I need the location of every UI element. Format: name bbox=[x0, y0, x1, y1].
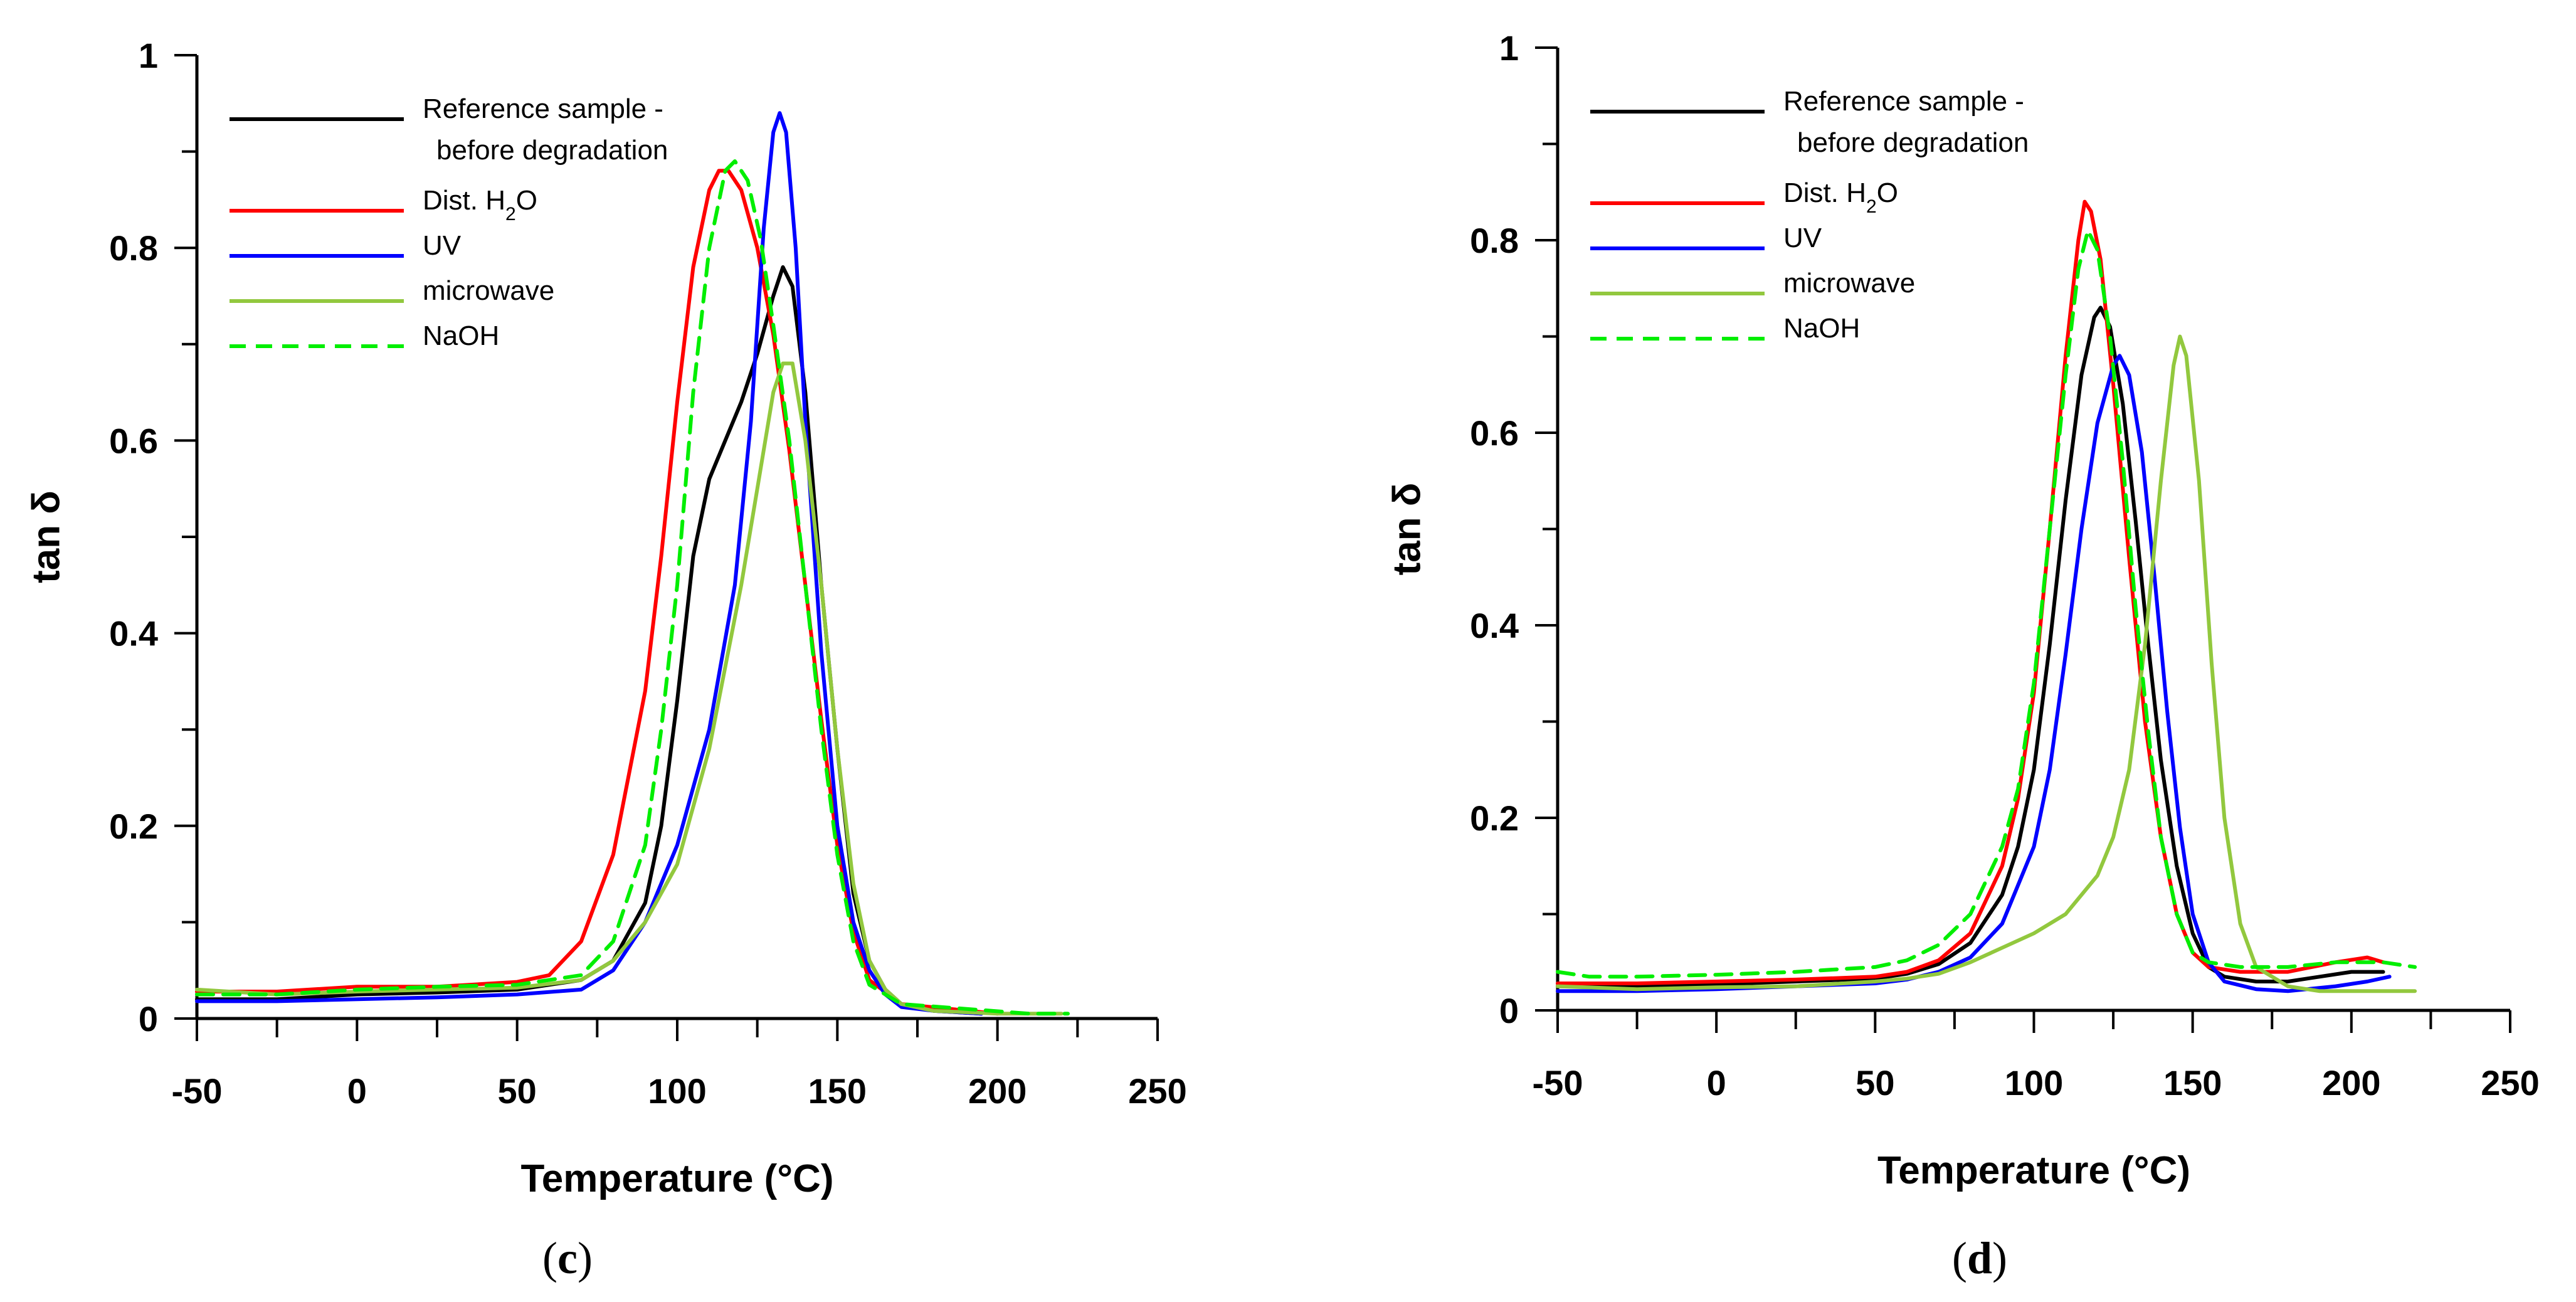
y-tick-label: 0.4 bbox=[109, 614, 158, 654]
x-tick-label: 100 bbox=[648, 1071, 706, 1111]
legend-label-1: Reference sample - bbox=[423, 93, 663, 124]
chart-panel-d: -50 0 50 100 150 200 250 0 0.2 0.4 0.6 0.8 1 Temperat… bbox=[1385, 28, 2539, 1192]
x-axis-title: Temperature (°C) bbox=[520, 1157, 833, 1200]
legend-label-2: Dist. H2O bbox=[1783, 177, 1898, 217]
x-tick-label: 200 bbox=[2322, 1063, 2380, 1103]
legend-label-1-line2: before degradation bbox=[1797, 127, 2029, 158]
y-tick-label: 0.6 bbox=[109, 421, 158, 460]
x-tick-label: 100 bbox=[2005, 1063, 2063, 1103]
series-line-5 bbox=[195, 159, 1070, 1016]
panel-label-c: (c) bbox=[542, 1233, 593, 1283]
series-line-3 bbox=[1556, 354, 2392, 993]
y-tick-label: 0.2 bbox=[109, 807, 158, 846]
y-tick-label: 0.8 bbox=[1470, 221, 1519, 260]
series-line-1 bbox=[195, 265, 984, 1016]
x-tick-label: 200 bbox=[968, 1071, 1027, 1111]
legend-subscript: 2 bbox=[505, 204, 516, 225]
y-tick-label: 0.6 bbox=[1470, 413, 1519, 453]
x-tick-label: 0 bbox=[1707, 1063, 1726, 1103]
y-axis-title: tan δ bbox=[24, 490, 68, 583]
y-axis-title: tan δ bbox=[1385, 483, 1428, 576]
legend-label-3: UV bbox=[1783, 223, 1822, 253]
chart-panel-c: -50 0 50 100 150 200 250 0 0.2 0.4 0.6 0.8 1 Temperat… bbox=[24, 36, 1186, 1200]
y-tick-label: 1 bbox=[139, 36, 158, 75]
y-tick-label: 0 bbox=[1499, 991, 1519, 1030]
x-tick-label: -50 bbox=[1533, 1063, 1583, 1103]
y-tick-label: 0 bbox=[139, 999, 158, 1039]
legend: Reference sample - before degradation Dist… bbox=[230, 93, 668, 351]
x-tick-label: 250 bbox=[2481, 1063, 2539, 1103]
legend-label-2: Dist. H2O bbox=[423, 185, 537, 225]
y-tick-label: 0.2 bbox=[1470, 798, 1519, 838]
legend-label-4: microwave bbox=[423, 275, 554, 306]
series-line-5 bbox=[1556, 228, 2417, 979]
series-line-2 bbox=[195, 169, 1000, 1016]
series-line-1 bbox=[1556, 305, 2385, 988]
legend-label-4: microwave bbox=[1783, 268, 1915, 299]
x-tick-label: 150 bbox=[808, 1071, 867, 1111]
x-tick-label: 50 bbox=[1855, 1063, 1894, 1103]
legend-label-5: NaOH bbox=[423, 320, 499, 351]
legend-label-1-line2: before degradation bbox=[436, 135, 668, 166]
x-tick-label: 150 bbox=[2163, 1063, 2222, 1103]
series-line-2 bbox=[1556, 199, 2385, 985]
legend-label-1: Reference sample - bbox=[1783, 86, 2024, 117]
x-axis-title: Temperature (°C) bbox=[1877, 1149, 2190, 1192]
x-tick-label: 0 bbox=[347, 1071, 367, 1111]
x-tick-label: 50 bbox=[498, 1071, 537, 1111]
legend: Reference sample - before degradation Dist… bbox=[1590, 86, 2029, 344]
series-line-4 bbox=[195, 361, 1064, 1016]
series-line-4 bbox=[1556, 334, 2417, 993]
panel-label-d: (d) bbox=[1952, 1233, 2007, 1283]
series-line-3 bbox=[195, 111, 984, 1016]
y-tick-label: 1 bbox=[1499, 28, 1519, 68]
legend-label-5: NaOH bbox=[1783, 313, 1860, 344]
y-tick-label: 0.4 bbox=[1470, 606, 1519, 645]
legend-subscript: 2 bbox=[1866, 196, 1877, 217]
y-tick-label: 0.8 bbox=[109, 228, 158, 268]
legend-label-3: UV bbox=[423, 230, 462, 261]
x-tick-label: 250 bbox=[1128, 1071, 1186, 1111]
x-tick-label: -50 bbox=[172, 1071, 223, 1111]
